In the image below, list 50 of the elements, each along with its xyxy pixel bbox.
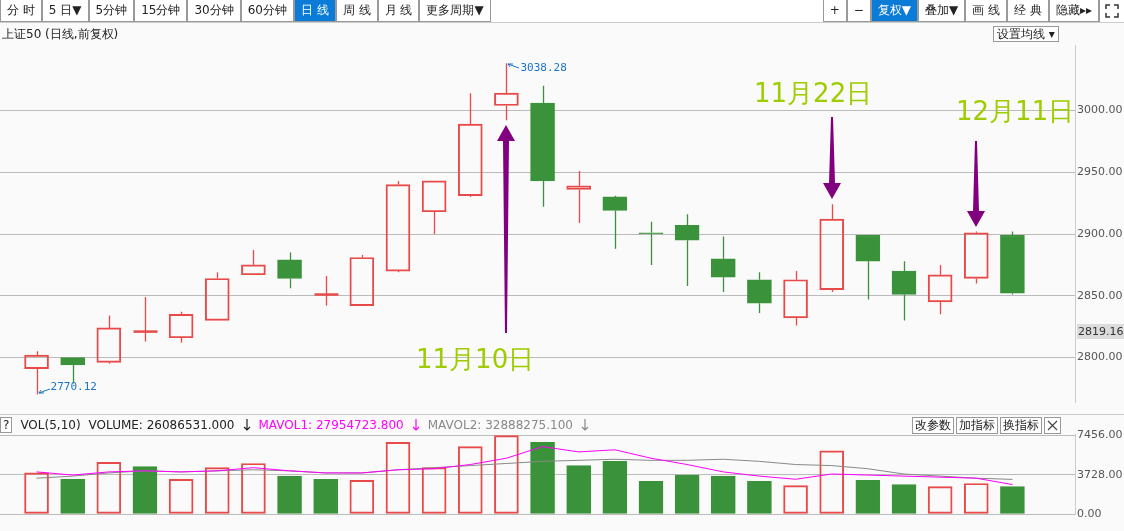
text: 隐藏▸▸ [1048,0,1099,22]
candlestick [674,213,700,287]
text: ? [0,417,13,433]
y-tick-label: 0.00 [1077,506,1102,520]
annotation: 2770.12 [50,380,97,394]
text: 月 线 [377,0,420,22]
annotation: 12月11日 [956,95,1075,128]
text: 2819.16 [1077,324,1124,339]
text: 15分钟 [134,0,188,22]
y-tick-label: 2950.00 [1077,165,1123,179]
text: 经 典 [1007,0,1049,22]
candlestick [132,296,159,343]
candlestick [855,234,881,301]
text: 分 时 [0,0,42,22]
text: 30分钟 [187,0,241,22]
y-tick-label: 7456.00 [1077,428,1123,442]
text: 换指标 [1000,417,1042,434]
candlestick [891,260,917,322]
annotation: 11月22日 [754,77,873,110]
annotation: 11月10日 [416,343,535,376]
text: 改参数 [912,417,954,434]
text: 叠加▼ [918,0,966,22]
candlestick [638,221,664,266]
y-tick-label: 2900.00 [1077,226,1123,240]
legend-label: MAVOL2: 32888275.100 [427,418,573,432]
text: 日 线 [294,0,336,22]
y-tick-label: 2800.00 [1077,350,1123,364]
text: 60分钟 [240,0,294,22]
y-tick-label: 3728.00 [1077,467,1123,481]
text: 画 线 [965,0,1008,22]
legend-label: MAVOL1: 27954723.800 [258,418,404,432]
text: 加指标 [956,417,998,434]
text: 周 线 [335,0,378,22]
text: 设置均线 ▾ [993,26,1059,42]
annotation: 3038.28 [520,61,567,75]
text: VOLUME: 26086531.000 [88,418,235,432]
candlestick [313,275,340,307]
candlestick [710,235,736,293]
y-tick-label: 3000.00 [1077,103,1123,117]
text: 5分钟 [88,0,135,22]
text: 更多周期▼ [419,0,491,22]
text: 复权▼ [870,0,919,22]
text: + [822,0,847,22]
chart-title: 上证50 (日线,前复权) [2,26,119,43]
chart-title: VOL(5,10) [20,418,81,432]
candlestick [530,85,555,208]
candlestick [602,196,628,250]
text: 5 日▼ [41,0,89,22]
text: − [846,0,871,22]
y-tick-label: 2850.00 [1077,288,1123,302]
